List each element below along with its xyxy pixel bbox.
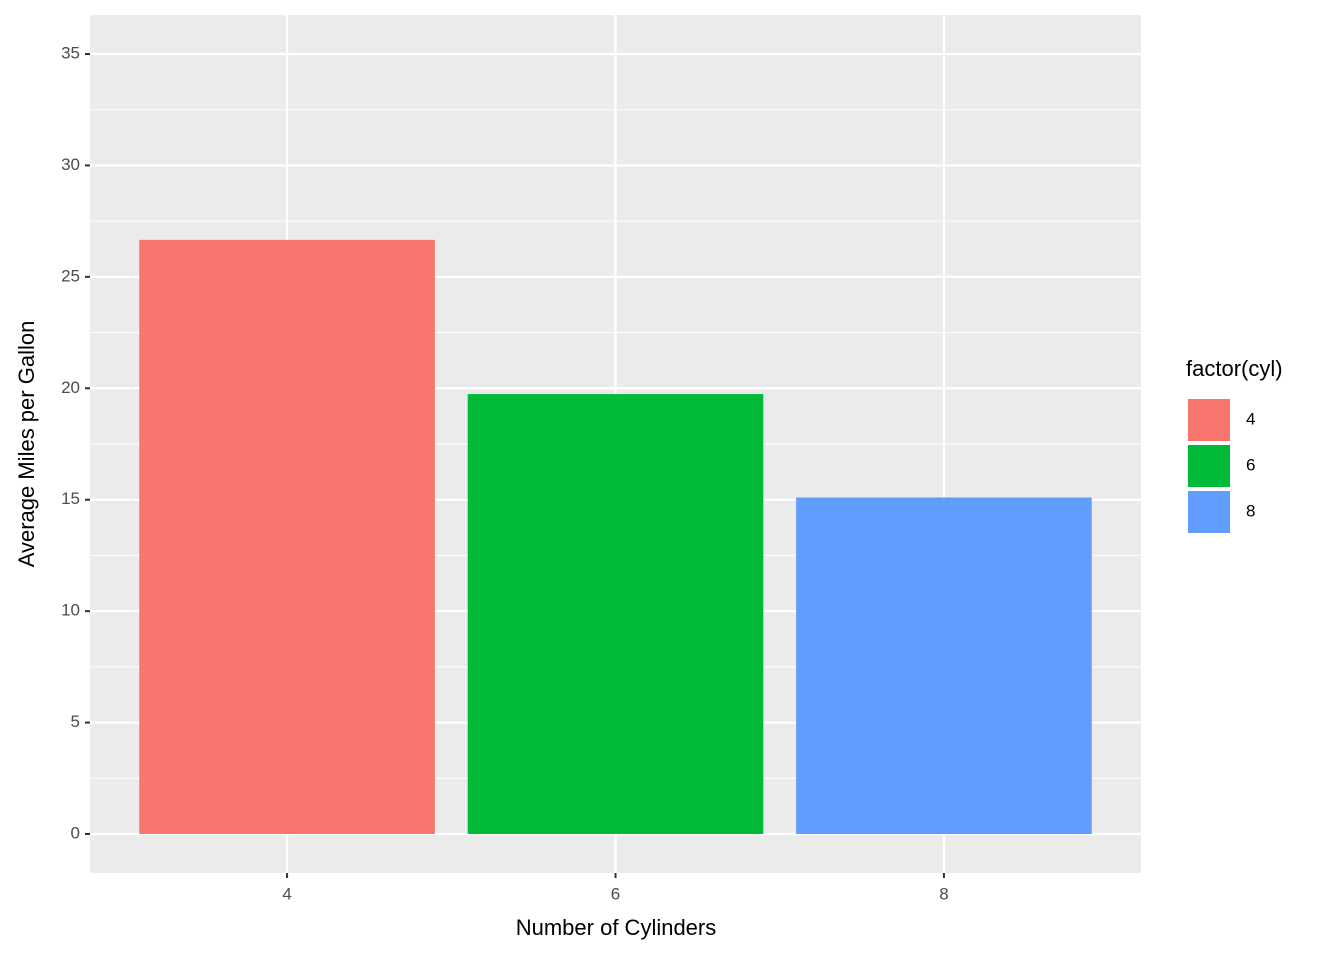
bar (796, 497, 1092, 834)
legend-key (1186, 489, 1232, 535)
y-tick-label: 15 (61, 489, 80, 508)
y-tick-label: 0 (71, 823, 80, 842)
y-tick-label: 25 (61, 266, 80, 285)
legend-label: 6 (1246, 455, 1255, 474)
bar (139, 239, 435, 834)
bar (467, 394, 764, 834)
y-tick-label: 35 (61, 43, 80, 62)
x-tick-label: 4 (282, 884, 291, 903)
legend-key (1186, 443, 1232, 489)
y-tick-label: 5 (71, 712, 80, 731)
y-tick-label: 20 (61, 378, 80, 397)
y-tick-label: 10 (61, 601, 80, 620)
x-axis-title: Number of Cylinders (516, 915, 717, 940)
x-tick-label: 6 (611, 884, 620, 903)
legend-label: 4 (1246, 409, 1255, 428)
legend-label: 8 (1246, 501, 1255, 520)
legend-key (1186, 397, 1232, 443)
x-tick-label: 8 (939, 884, 948, 903)
y-axis-title: Average Miles per Gallon (14, 321, 39, 568)
legend-title: factor(cyl) (1186, 356, 1283, 381)
y-tick-label: 30 (61, 155, 80, 174)
